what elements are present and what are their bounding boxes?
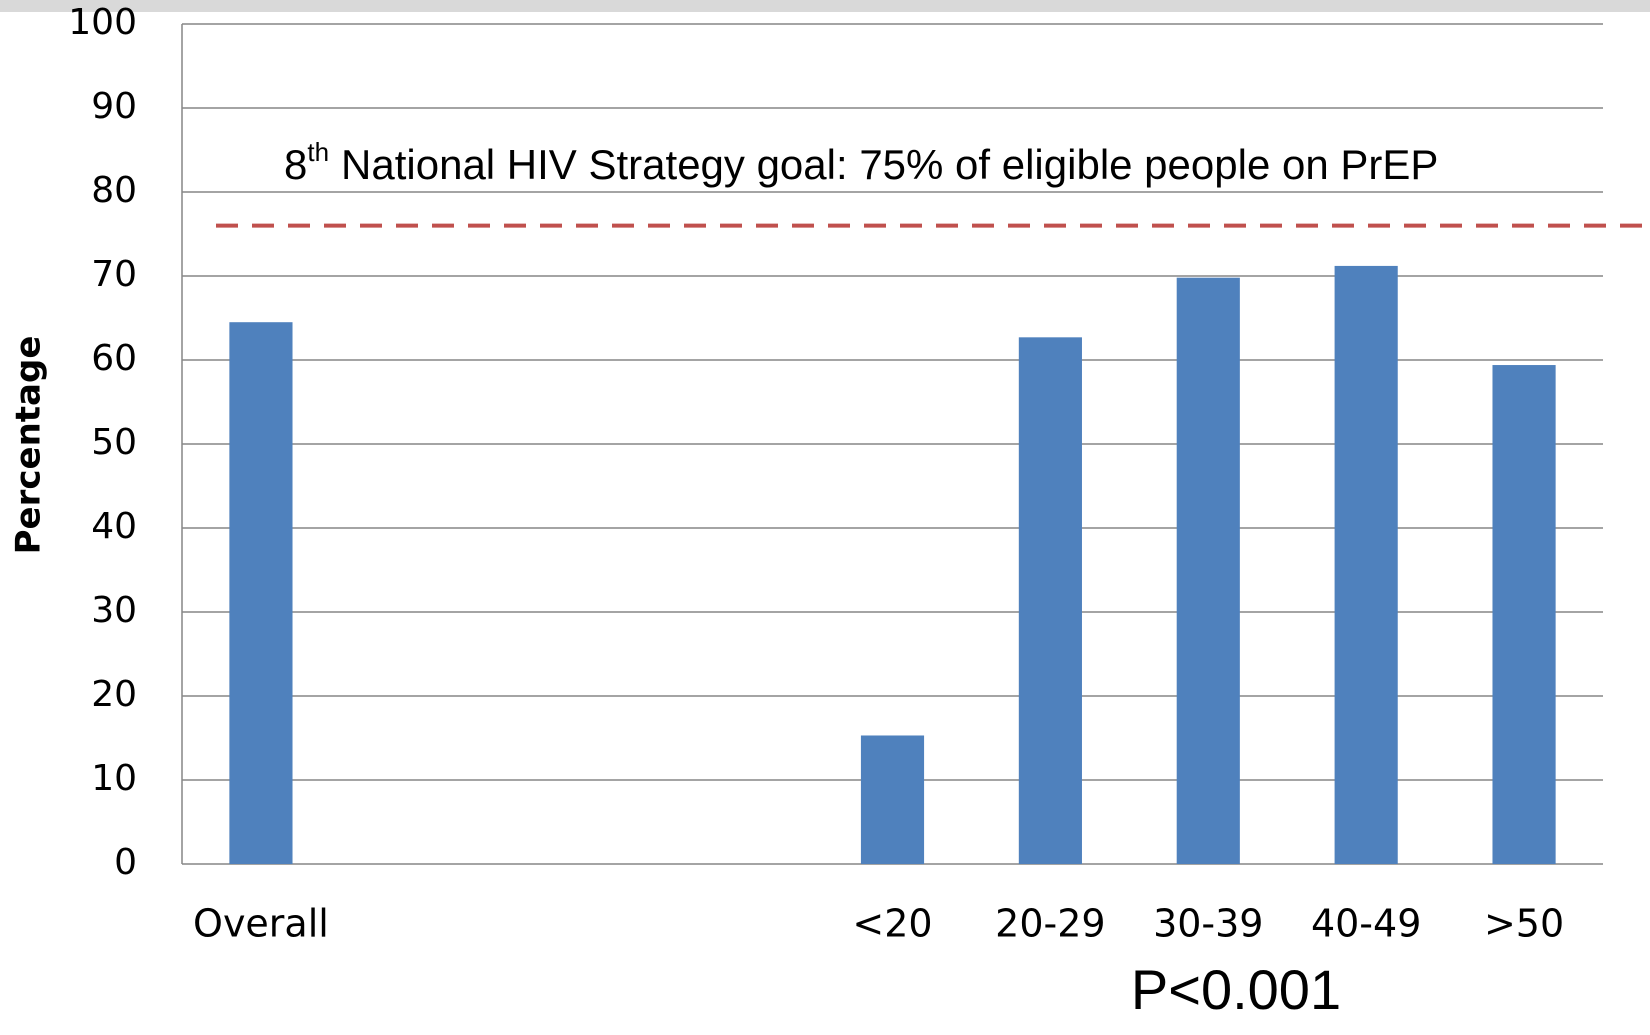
y-tick-label: 70 [91,254,137,295]
y-axis-label: Percentage [9,336,49,555]
annotation: 8th National HIV Strategy goal: 75% of el… [284,137,1438,188]
bar [1492,365,1556,864]
annotation-text: National HIV Strategy goal: 75% of eligi… [341,141,1438,188]
annotation-superscript: th [307,137,329,167]
x-tick-label: 20-29 [995,902,1105,946]
x-tick-label: 40-49 [1311,902,1421,946]
y-tick-label: 20 [91,674,137,715]
bar [229,322,293,864]
footnote: P<0.001 [1131,958,1341,1021]
annotation-number: 8 [284,141,307,188]
x-tick-label: 30-39 [1153,902,1263,946]
y-tick-label: 50 [91,422,137,463]
y-tick-label: 10 [91,758,137,799]
bar [860,735,925,864]
x-tick-label: Overall [193,902,329,946]
bar [1018,337,1082,864]
bar [1334,265,1398,864]
y-tick-label: 40 [91,506,137,547]
y-tick-label: 60 [91,338,137,379]
y-tick-label: 100 [68,2,137,43]
top-bar [0,0,1650,12]
y-tick-label: 80 [91,170,137,211]
bar [1176,277,1240,864]
x-tick-label: >50 [1484,902,1564,946]
y-tick-label: 30 [91,590,137,631]
y-tick-label: 0 [114,842,137,883]
y-tick-label: 90 [91,86,137,127]
x-tick-label: <20 [852,902,932,946]
